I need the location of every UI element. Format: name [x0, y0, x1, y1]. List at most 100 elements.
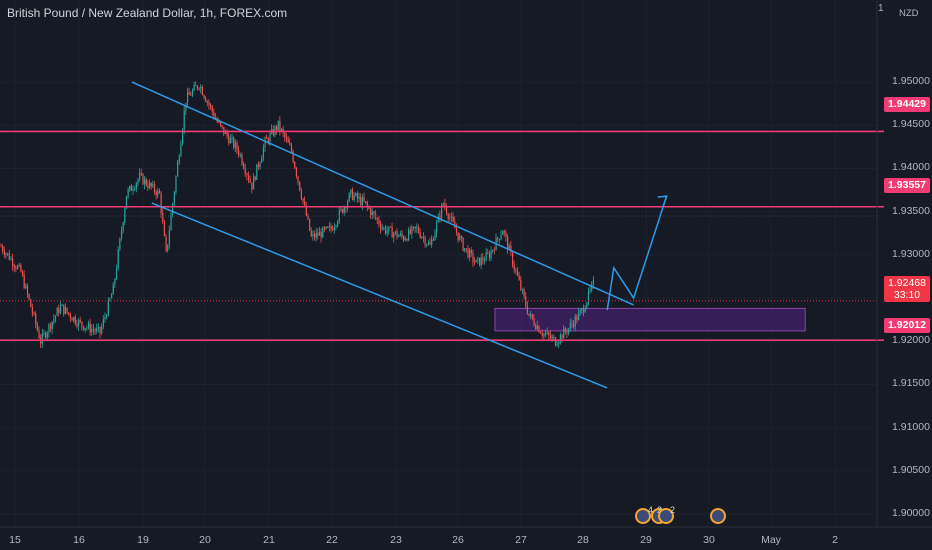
- gb-flag-icon[interactable]: [658, 508, 674, 524]
- candle-body: [122, 222, 124, 231]
- candle-body: [581, 308, 583, 311]
- candle-body: [266, 137, 268, 139]
- candle-body: [186, 92, 189, 103]
- candle-body: [449, 217, 451, 219]
- candle-body: [206, 101, 208, 103]
- candle-body: [345, 206, 347, 209]
- candle-body: [249, 179, 251, 183]
- event-count: 2: [670, 505, 676, 515]
- gb-flag-icon[interactable]: [635, 508, 651, 524]
- candle-body: [119, 238, 121, 250]
- candle-body: [518, 275, 520, 281]
- candle-body: [188, 92, 190, 95]
- candle-body: [381, 227, 383, 229]
- candle-body: [158, 190, 161, 194]
- candle-body: [401, 233, 403, 237]
- candle-body: [452, 216, 454, 222]
- price-tick-label: 1.94000: [892, 161, 930, 174]
- candle-body: [446, 207, 448, 214]
- candle-body: [427, 242, 430, 245]
- candle-body: [45, 332, 47, 338]
- candle-body: [309, 218, 311, 231]
- candle-body: [54, 315, 57, 319]
- candle-body: [236, 142, 238, 150]
- candle-body: [323, 227, 326, 229]
- candle-body: [300, 190, 302, 199]
- candle-body: [571, 323, 573, 325]
- candle-body: [502, 231, 504, 235]
- candle-body: [528, 313, 530, 316]
- candle-body: [549, 335, 552, 339]
- nz-flag-icon[interactable]: [710, 508, 726, 524]
- candle-body: [512, 252, 514, 266]
- candle-body: [350, 189, 352, 194]
- candle-body: [261, 157, 263, 163]
- candle-body: [556, 344, 558, 346]
- candle-body: [17, 266, 19, 269]
- candle-body: [404, 239, 406, 241]
- price-tick-label: 1.95000: [892, 75, 930, 88]
- candle-body: [208, 101, 210, 105]
- demand-zone: [494, 307, 806, 332]
- candle-body: [330, 226, 332, 230]
- time-tick-label: 16: [73, 534, 85, 546]
- candle-body: [112, 284, 114, 295]
- candle-body: [142, 173, 144, 185]
- candle-body: [474, 261, 476, 263]
- candle-body: [256, 164, 258, 180]
- candle-body: [365, 201, 367, 203]
- candle-body: [483, 260, 486, 262]
- candle-body: [254, 176, 256, 180]
- candle-body: [541, 333, 543, 336]
- candle-body: [314, 233, 316, 238]
- candle-body: [422, 236, 425, 238]
- candle-body: [413, 226, 415, 228]
- candle-body: [61, 304, 63, 306]
- candle-body: [543, 333, 545, 336]
- price-tick-label: 1.90000: [892, 507, 930, 520]
- candle-body: [513, 265, 515, 270]
- candle-body: [536, 325, 538, 329]
- symbol-title[interactable]: British Pound / New Zealand Dollar, 1h, …: [7, 6, 288, 20]
- candle-body: [211, 106, 213, 112]
- candle-body: [353, 195, 355, 200]
- event-count: 4: [648, 505, 654, 515]
- candle-body: [117, 249, 119, 269]
- candle-body: [124, 208, 126, 223]
- candle-body: [281, 129, 283, 131]
- candle-body: [7, 253, 9, 255]
- channel-upper-line: [131, 81, 634, 306]
- candle-body: [229, 138, 232, 144]
- candle-body: [58, 308, 60, 314]
- candle-body: [592, 280, 595, 284]
- candle-body: [477, 257, 479, 260]
- candle-body: [307, 215, 309, 219]
- candle-body: [96, 328, 98, 332]
- candle-body: [546, 332, 548, 334]
- candle-body: [41, 333, 43, 344]
- candle-body: [299, 181, 301, 191]
- candle-body: [132, 189, 134, 191]
- candle-body: [234, 142, 236, 148]
- chart-grid: [0, 0, 877, 527]
- candlestick-series: [0, 81, 595, 349]
- candle-body: [508, 245, 510, 250]
- candle-body: [503, 231, 505, 233]
- candle-body: [498, 239, 500, 241]
- candle-body: [48, 324, 50, 333]
- candle-body: [325, 226, 327, 229]
- candle-body: [421, 236, 423, 238]
- candle-body: [287, 138, 289, 143]
- candle-body: [81, 321, 83, 327]
- candle-body: [569, 323, 571, 329]
- currency-label[interactable]: NZD: [899, 8, 919, 19]
- candle-body: [259, 162, 261, 167]
- candle-body: [439, 215, 441, 218]
- candle-body: [548, 332, 550, 336]
- candle-body: [193, 84, 195, 91]
- candle-body: [322, 227, 324, 238]
- price-tick-label: 1.94500: [892, 118, 930, 131]
- candle-body: [251, 182, 253, 190]
- candle-body: [320, 231, 322, 238]
